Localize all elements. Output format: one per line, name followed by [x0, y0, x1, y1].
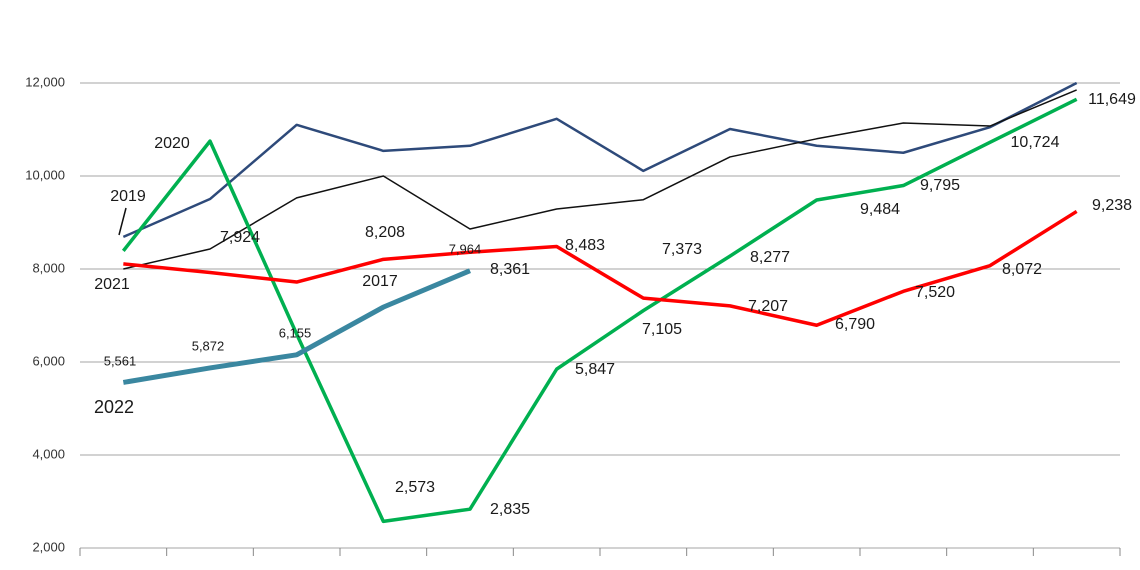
series-name: 2020	[154, 135, 190, 152]
data-label: 8,072	[1002, 261, 1042, 278]
data-label: 6,155	[279, 325, 312, 340]
data-label: 9,484	[860, 201, 900, 218]
data-label: 7,373	[662, 241, 702, 258]
data-label: 7,207	[748, 298, 788, 315]
data-label: 8,277	[750, 249, 790, 266]
y-tick-label: 4,000	[32, 446, 65, 461]
data-label: 5,872	[192, 338, 225, 353]
series-line	[122, 81, 1078, 239]
data-label: 11,649	[1088, 91, 1136, 108]
data-label: 6,790	[835, 316, 875, 333]
data-label: 2,835	[490, 501, 530, 518]
data-label: 9,795	[920, 177, 960, 194]
data-label: 10,724	[1011, 134, 1060, 151]
series-name: 2019	[110, 188, 146, 205]
series-name: 2021	[94, 276, 130, 293]
data-label: 8,483	[565, 237, 605, 254]
series-name: 2017	[362, 273, 398, 290]
y-tick-label: 6,000	[32, 353, 65, 368]
data-label: 5,847	[575, 361, 615, 378]
y-tick-label: 10,000	[25, 167, 65, 182]
data-label: 9,238	[1092, 197, 1132, 214]
data-label: 8,361	[490, 261, 530, 278]
data-label: 7,520	[915, 284, 955, 301]
series-line	[123, 209, 1078, 328]
data-label: 2,573	[395, 479, 435, 496]
series-line	[122, 268, 471, 385]
data-label: 7,924	[220, 229, 260, 246]
data-label: 8,208	[365, 224, 405, 241]
series-line	[121, 97, 1078, 524]
data-label: 5,561	[104, 353, 137, 368]
y-tick-label: 2,000	[32, 539, 65, 554]
data-label: 7,964	[449, 241, 482, 256]
y-tick-label: 12,000	[25, 74, 65, 89]
series-name: 2022	[94, 397, 134, 417]
y-tick-label: 8,000	[32, 260, 65, 275]
leader-line	[118, 207, 127, 236]
data-label: 7,105	[642, 321, 682, 338]
series-line	[123, 89, 1077, 270]
